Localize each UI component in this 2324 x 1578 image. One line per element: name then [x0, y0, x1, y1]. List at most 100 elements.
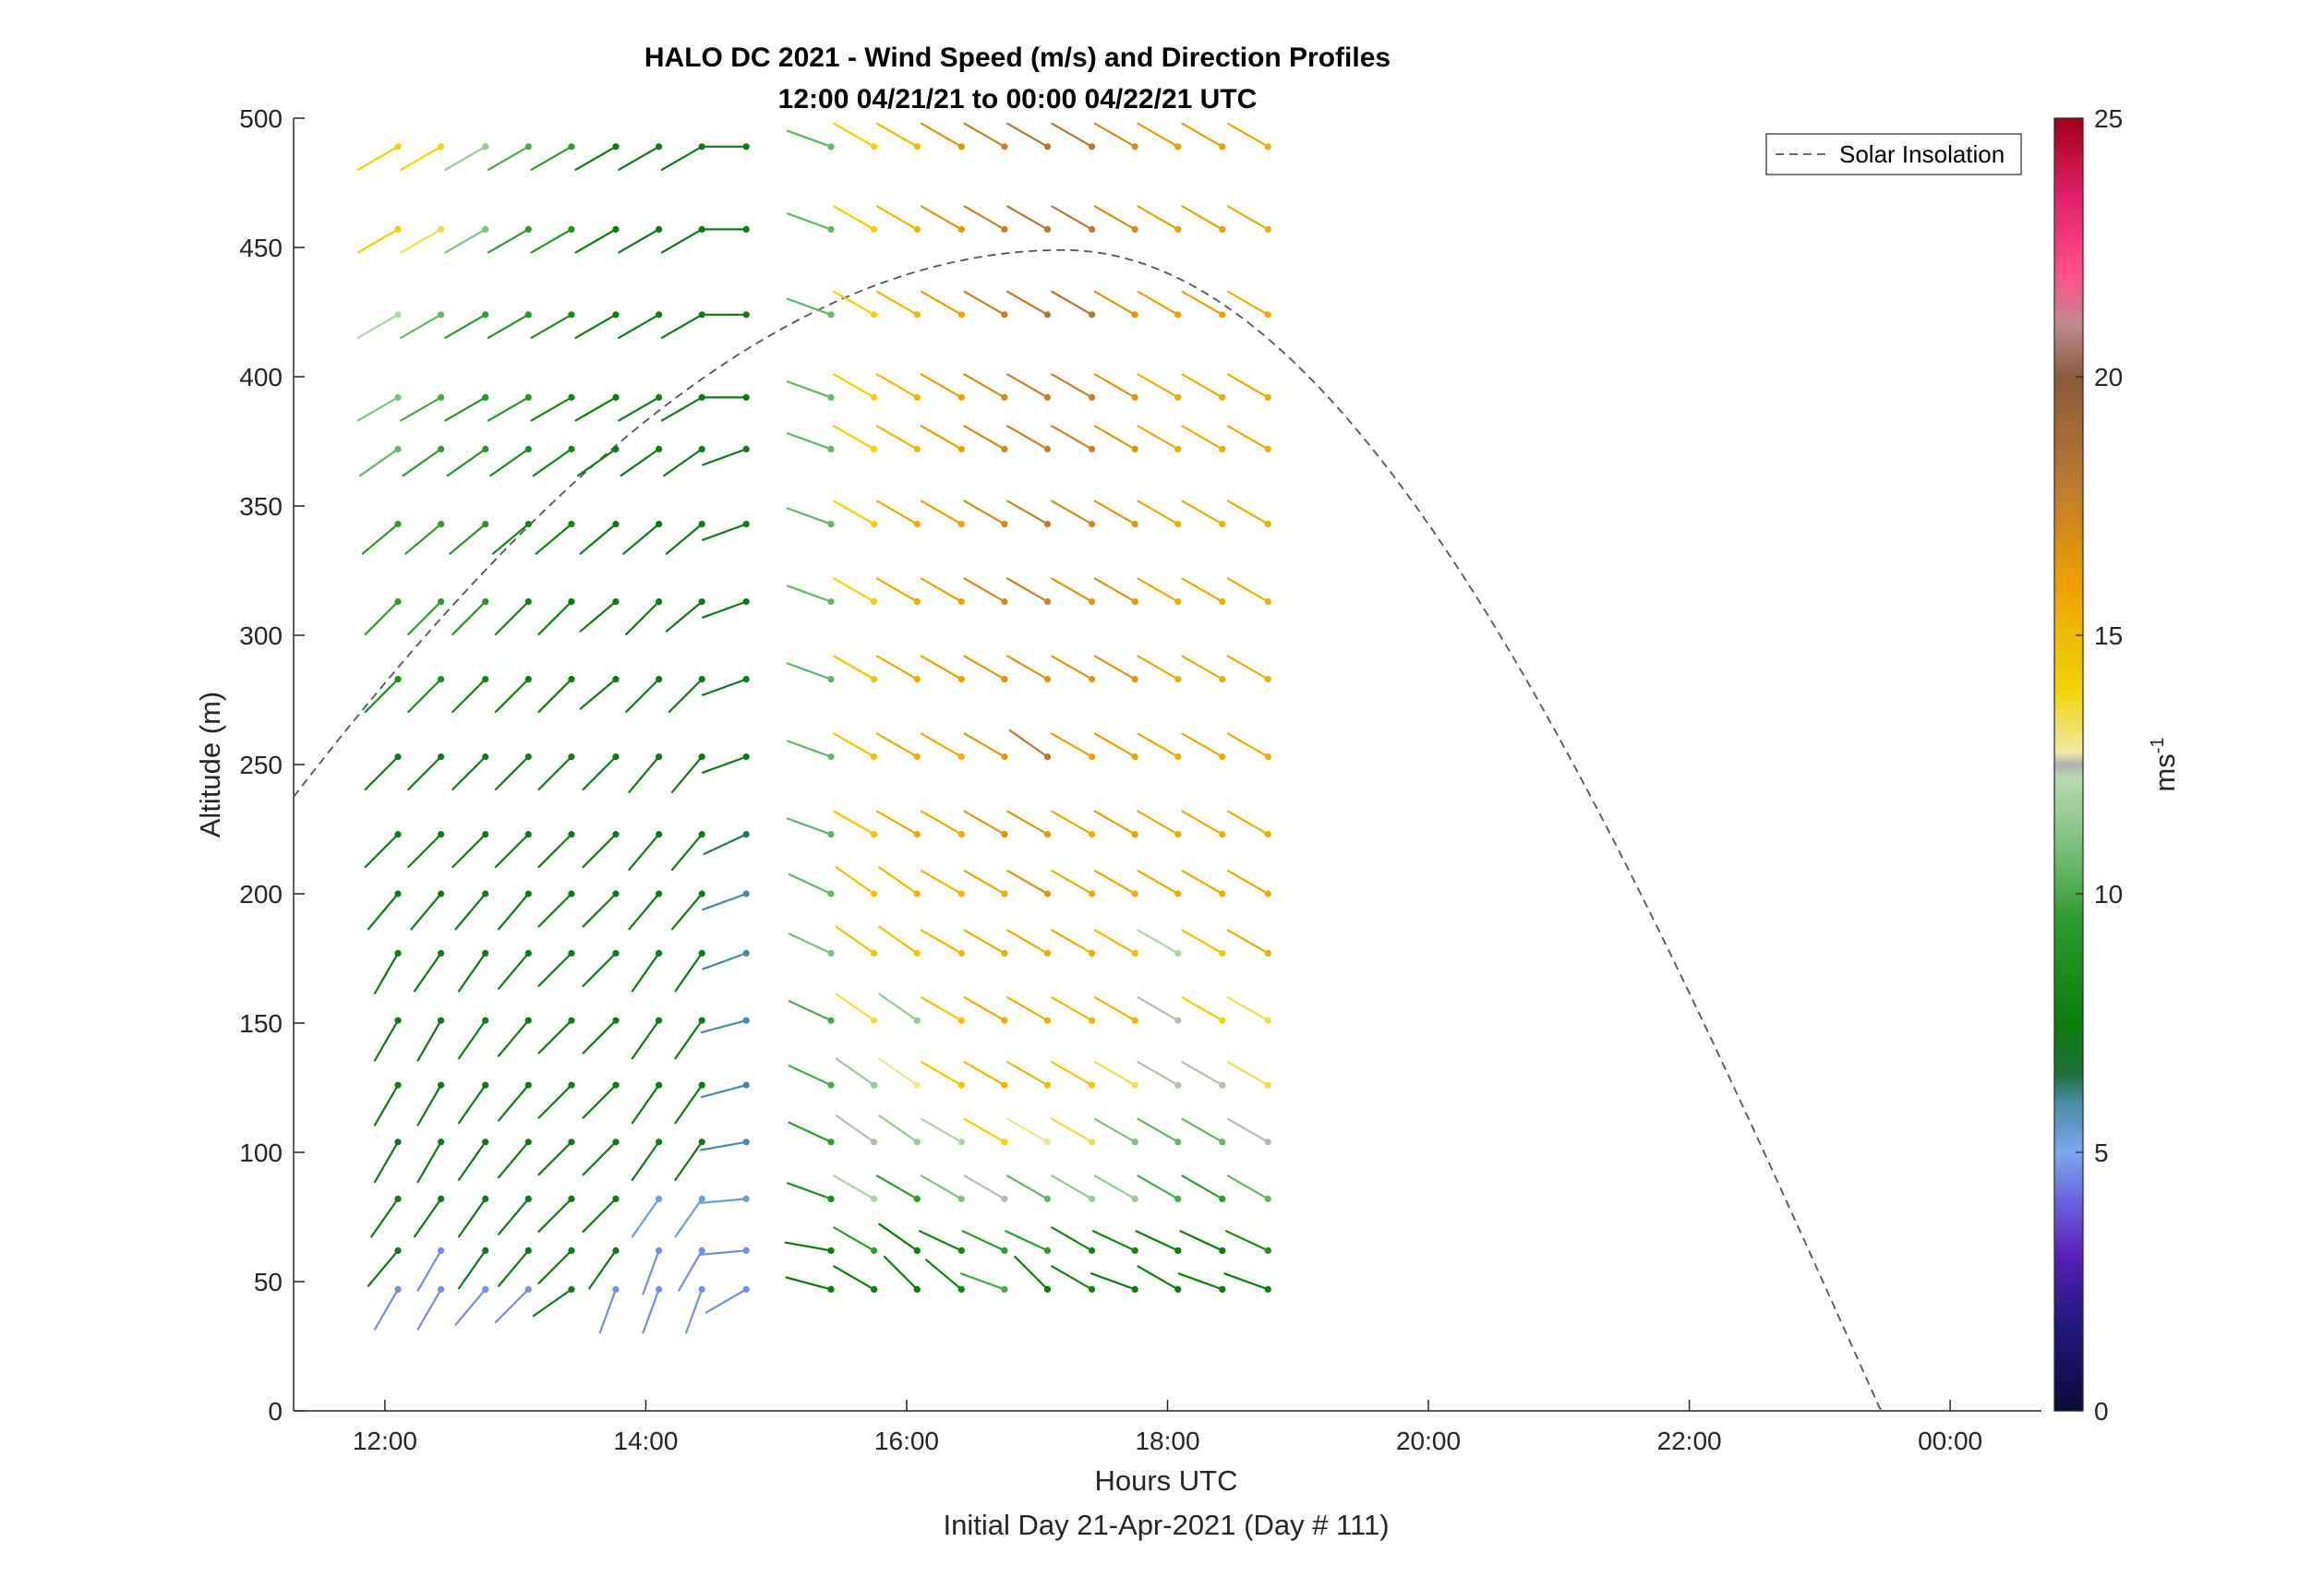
wind-barb: [407, 598, 445, 636]
wind-barb: [833, 1226, 878, 1254]
wind-barb-dot: [394, 143, 402, 151]
wind-barb-dot: [1219, 1138, 1226, 1146]
wind-barb: [457, 1081, 489, 1125]
wind-barb: [835, 925, 878, 957]
wind-barb-line: [1008, 729, 1049, 758]
wind-barb: [625, 598, 663, 636]
wind-barb-dot: [1001, 1247, 1008, 1254]
wind-barb-line: [1181, 1061, 1223, 1087]
wind-barb-line: [784, 1241, 833, 1252]
wind-barb-dot: [394, 949, 402, 957]
wind-barb-line: [1181, 373, 1223, 399]
y-tick-label: 0: [268, 1397, 283, 1426]
wind-barb-line: [452, 833, 487, 869]
wind-barb-line: [684, 1288, 704, 1334]
wind-barb-dot: [1264, 225, 1271, 233]
wind-barbs: [356, 122, 1271, 1334]
wind-barb: [963, 996, 1008, 1024]
wind-barb-dot: [1174, 143, 1182, 151]
wind-barb-line: [833, 122, 875, 148]
wind-barb-line: [1137, 500, 1179, 525]
wind-barb: [1051, 1061, 1096, 1089]
wind-barb-line: [1226, 373, 1270, 399]
wind-barb-line: [1181, 290, 1223, 316]
wind-barb-dot: [1264, 1017, 1271, 1024]
wind-barb-line: [532, 448, 573, 477]
wind-barb-dot: [1089, 1247, 1096, 1254]
wind-barb: [1226, 655, 1271, 683]
wind-barb: [1051, 290, 1096, 319]
wind-barb-line: [574, 396, 618, 422]
y-tick-label: 400: [239, 363, 283, 391]
wind-barb-line: [1093, 425, 1137, 451]
wind-barb: [537, 1081, 575, 1119]
wind-barb-dot: [1264, 831, 1271, 838]
wind-barb-line: [582, 1019, 618, 1054]
wind-barb-dot: [1219, 225, 1226, 233]
wind-barb-dot: [1001, 598, 1008, 606]
wind-barb: [416, 1247, 445, 1292]
wind-barb-dot: [1264, 521, 1271, 528]
wind-barb-dot: [742, 143, 750, 151]
wind-barb: [835, 993, 878, 1024]
wind-barb-line: [497, 892, 530, 931]
wind-barb: [1006, 996, 1052, 1024]
wind-barb-dot: [1174, 1247, 1182, 1254]
wind-barb: [963, 732, 1008, 761]
wind-barb-dot: [871, 831, 878, 838]
wind-barb: [668, 676, 705, 714]
wind-barb: [833, 500, 878, 528]
wind-barb: [537, 1138, 575, 1176]
wind-barb-dot: [957, 949, 965, 957]
wind-barb: [1226, 732, 1271, 761]
wind-barb-dot: [394, 1017, 402, 1024]
wind-barb-dot: [1264, 598, 1271, 606]
wind-barb: [1051, 869, 1096, 897]
wind-barb: [582, 890, 620, 928]
wind-barb-line: [674, 952, 704, 993]
wind-barb-line: [920, 655, 963, 681]
wind-barb-dot: [1131, 831, 1138, 838]
wind-barb-line: [452, 755, 487, 791]
wind-barb: [875, 373, 921, 401]
wind-barb: [703, 831, 750, 855]
wind-barb-line: [489, 448, 530, 477]
wind-barb-line: [788, 1121, 833, 1143]
wind-barb-line: [920, 500, 963, 525]
wind-barb: [364, 676, 402, 714]
wind-barb: [963, 869, 1008, 897]
wind-barb-dot: [394, 393, 402, 401]
wind-barb-line: [1093, 869, 1137, 896]
wind-barb: [1226, 577, 1271, 606]
wind-barb: [833, 290, 878, 319]
wind-barb: [1006, 929, 1052, 957]
wind-barb: [1014, 1255, 1052, 1293]
wind-barb-line: [618, 145, 660, 171]
wind-barb-dot: [698, 445, 705, 452]
wind-barb-line: [530, 313, 573, 339]
wind-barb-line: [920, 732, 963, 758]
wind-barb: [1177, 1272, 1226, 1293]
wind-barb-line: [416, 1019, 442, 1062]
wind-barb-line: [833, 732, 875, 758]
wind-barb: [1006, 577, 1052, 606]
wind-barb: [370, 1195, 402, 1238]
wind-barb-line: [920, 1174, 963, 1200]
wind-barb: [1005, 1230, 1052, 1254]
wind-barb: [1137, 996, 1182, 1024]
wind-barb: [702, 445, 750, 466]
wind-barb: [1181, 500, 1226, 528]
wind-barb-dot: [1089, 753, 1096, 761]
wind-barb: [1006, 205, 1052, 233]
wind-barb: [588, 1247, 620, 1290]
wind-barb-line: [924, 1259, 963, 1291]
wind-barb: [1093, 655, 1138, 683]
wind-barb-dot: [1219, 143, 1226, 151]
wind-barb-line: [537, 1140, 573, 1176]
wind-barb-line: [1005, 1230, 1049, 1252]
wind-barb-dot: [742, 1017, 750, 1024]
wind-barb: [361, 521, 402, 555]
wind-barb-dot: [1264, 1138, 1271, 1146]
wind-barb-line: [588, 1249, 618, 1290]
wind-barb: [1224, 1230, 1271, 1254]
